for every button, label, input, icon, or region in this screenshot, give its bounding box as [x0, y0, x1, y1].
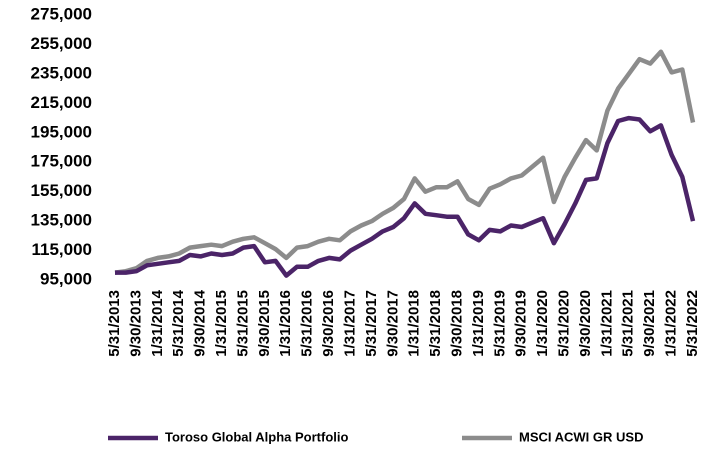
x-tick-label: 5/31/2017 [363, 290, 380, 357]
y-tick-label: 95,000 [40, 269, 92, 288]
y-tick-label: 175,000 [31, 152, 92, 171]
x-tick-label: 5/31/2015 [234, 290, 251, 357]
x-tick-label: 1/31/2016 [277, 290, 294, 357]
x-tick-label: 1/31/2018 [406, 290, 423, 357]
y-tick-label: 235,000 [31, 63, 92, 82]
legend-label: Toroso Global Alpha Portfolio [165, 429, 348, 444]
y-tick-label: 215,000 [31, 93, 92, 112]
x-tick-label: 5/31/2021 [620, 290, 637, 357]
y-tick-label: 195,000 [31, 122, 92, 141]
x-tick-label: 9/30/2020 [577, 290, 594, 357]
x-tick-label: 1/31/2014 [149, 289, 166, 356]
x-tick-label: 5/31/2014 [170, 289, 187, 356]
x-tick-label: 9/30/2013 [127, 290, 144, 357]
x-tick-label: 5/31/2018 [427, 290, 444, 357]
y-tick-label: 155,000 [31, 181, 92, 200]
x-tick-label: 1/31/2015 [213, 290, 230, 357]
x-tick-label: 5/31/2019 [491, 290, 508, 357]
x-tick-label: 1/31/2019 [470, 290, 487, 357]
x-tick-label: 9/30/2017 [384, 290, 401, 357]
x-tick-label: 5/31/2022 [684, 290, 701, 357]
x-tick-label: 1/31/2017 [341, 290, 358, 357]
x-tick-label: 5/31/2013 [106, 290, 123, 357]
y-tick-label: 115,000 [31, 240, 92, 259]
x-tick-label: 1/31/2020 [534, 290, 551, 357]
x-tick-label: 9/30/2021 [641, 290, 658, 357]
line-series [114, 49, 696, 275]
x-tick-label: 9/30/2016 [320, 290, 337, 357]
y-tick-label: 135,000 [31, 211, 92, 230]
x-tick-label: 9/30/2018 [448, 290, 465, 357]
y-tick-label: 275,000 [31, 4, 92, 23]
y-tick-label: 255,000 [31, 34, 92, 53]
x-tick-label: 1/31/2021 [598, 290, 615, 357]
x-tick-label: 5/31/2016 [299, 290, 316, 357]
x-tick-label: 9/30/2015 [256, 290, 273, 357]
x-tick-label: 1/31/2022 [663, 290, 680, 357]
x-tick-label: 9/30/2014 [192, 289, 209, 356]
legend-label: MSCI ACWI GR USD [519, 429, 643, 444]
line-series [115, 115, 696, 278]
x-tick-label: 9/30/2019 [513, 290, 530, 357]
x-tick-label: 5/31/2020 [556, 290, 573, 357]
